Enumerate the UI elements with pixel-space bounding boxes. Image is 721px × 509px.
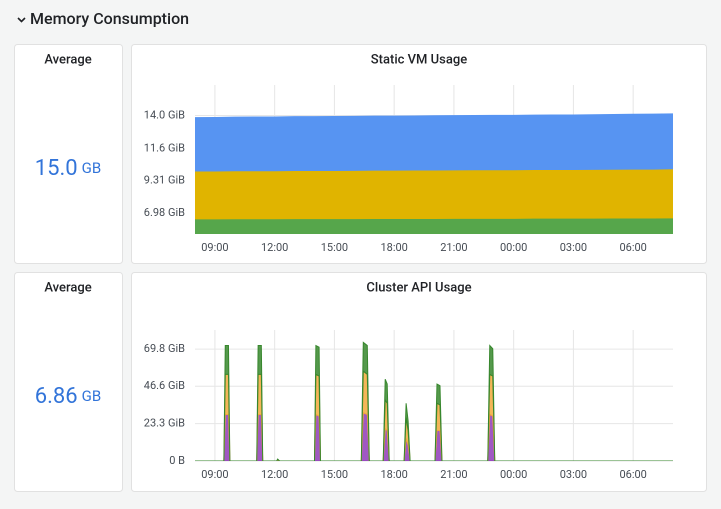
x-tick-label: 06:00 [619, 468, 646, 481]
y-tick-label: 14.0 GiB [144, 108, 185, 121]
y-tick-label: 6.98 GiB [144, 206, 185, 219]
x-tick-label: 03:00 [560, 468, 587, 481]
x-tick-label: 12:00 [261, 468, 288, 481]
stat-panel [14, 44, 123, 264]
stat-label: Average [44, 52, 91, 67]
stat-number: 6.86 [35, 384, 78, 409]
x-tick-label: 15:00 [321, 241, 348, 254]
y-tick-label: 69.8 GiB [144, 342, 185, 355]
y-tick-label: 0 B [169, 454, 185, 467]
x-tick-label: 12:00 [261, 241, 288, 254]
x-tick-label: 18:00 [380, 468, 407, 481]
x-tick-label: 06:00 [619, 241, 646, 254]
stat-unit: GB [82, 387, 102, 405]
chart-title: Static VM Usage [371, 52, 467, 67]
x-tick-label: 09:00 [201, 468, 228, 481]
plot-area [195, 113, 673, 234]
y-tick-label: 23.3 GiB [144, 417, 185, 430]
x-tick-label: 00:00 [500, 468, 527, 481]
x-tick-label: 18:00 [380, 241, 407, 254]
chart-title: Cluster API Usage [366, 280, 471, 295]
x-tick-label: 09:00 [201, 241, 228, 254]
stat-number: 15.0 [35, 156, 78, 181]
y-tick-label: 11.6 GiB [144, 142, 185, 155]
y-tick-label: 46.6 GiB [144, 379, 185, 392]
x-tick-label: 03:00 [560, 241, 587, 254]
stat-unit: GB [82, 159, 102, 177]
stat-panel [14, 272, 123, 492]
stat-value: 6.86 GB [35, 384, 101, 409]
area [195, 168, 673, 220]
collapse-icon[interactable] [17, 17, 26, 23]
x-tick-label: 15:00 [321, 468, 348, 481]
x-tick-label: 21:00 [440, 468, 467, 481]
x-tick-label: 00:00 [500, 241, 527, 254]
x-tick-label: 21:00 [440, 241, 467, 254]
stat-value: 15.0 GB [35, 156, 101, 181]
stat-label: Average [44, 280, 91, 295]
y-tick-label: 9.31 GiB [144, 173, 185, 186]
area [195, 113, 673, 172]
chart-panel [131, 272, 707, 492]
section-title[interactable]: Memory Consumption [30, 9, 189, 28]
